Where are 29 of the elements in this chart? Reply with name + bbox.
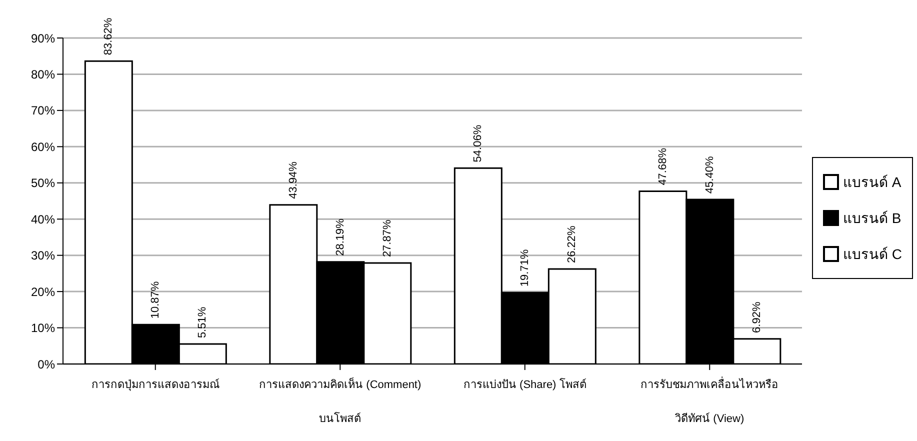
- category-label: การรับชมภาพเคลื่อนไหวหรือ วิดีทัศน์ (View): [640, 379, 779, 425]
- y-tick-label: 60%: [30, 140, 56, 154]
- y-tick-label: 30%: [30, 248, 56, 263]
- x-tick-label: การแบ่งปัน (Share) โพสต์: [463, 377, 586, 391]
- x-tick-label: การกดปุ่มการแสดงอารมณ์: [91, 378, 220, 391]
- data-label: 83.62%: [102, 18, 115, 56]
- y-tick-label: 20%: [30, 284, 56, 299]
- y-tick-label: 80%: [30, 67, 56, 82]
- legend-label: แบรนด์ A: [843, 173, 902, 192]
- category-label: การแสดงความคิดเห็น (Comment) บนโพสต์: [259, 379, 422, 425]
- data-label: 5.51%: [196, 306, 209, 338]
- y-tick-label: 90%: [30, 31, 56, 46]
- legend-label: แบรนด์ B: [843, 209, 902, 228]
- data-label: 27.87%: [381, 220, 394, 258]
- data-label: 28.19%: [334, 218, 346, 256]
- data-label: 26.22%: [566, 226, 578, 264]
- data-label: 54.06%: [472, 124, 484, 162]
- y-tick-label: 40%: [30, 212, 56, 226]
- data-label: 43.94%: [287, 161, 300, 199]
- y-tick-label: 0%: [38, 357, 56, 372]
- data-label: 45.40%: [704, 156, 716, 194]
- data-label: 10.87%: [150, 281, 162, 319]
- data-label: 47.68%: [656, 148, 669, 186]
- data-label: 6.92%: [750, 302, 763, 333]
- y-tick-label: 70%: [30, 104, 56, 118]
- y-tick-label: 10%: [30, 321, 56, 336]
- legend-label: แบรนด์ C: [843, 245, 902, 264]
- y-tick-label: 50%: [30, 176, 56, 190]
- data-label: 19.71%: [519, 249, 532, 287]
